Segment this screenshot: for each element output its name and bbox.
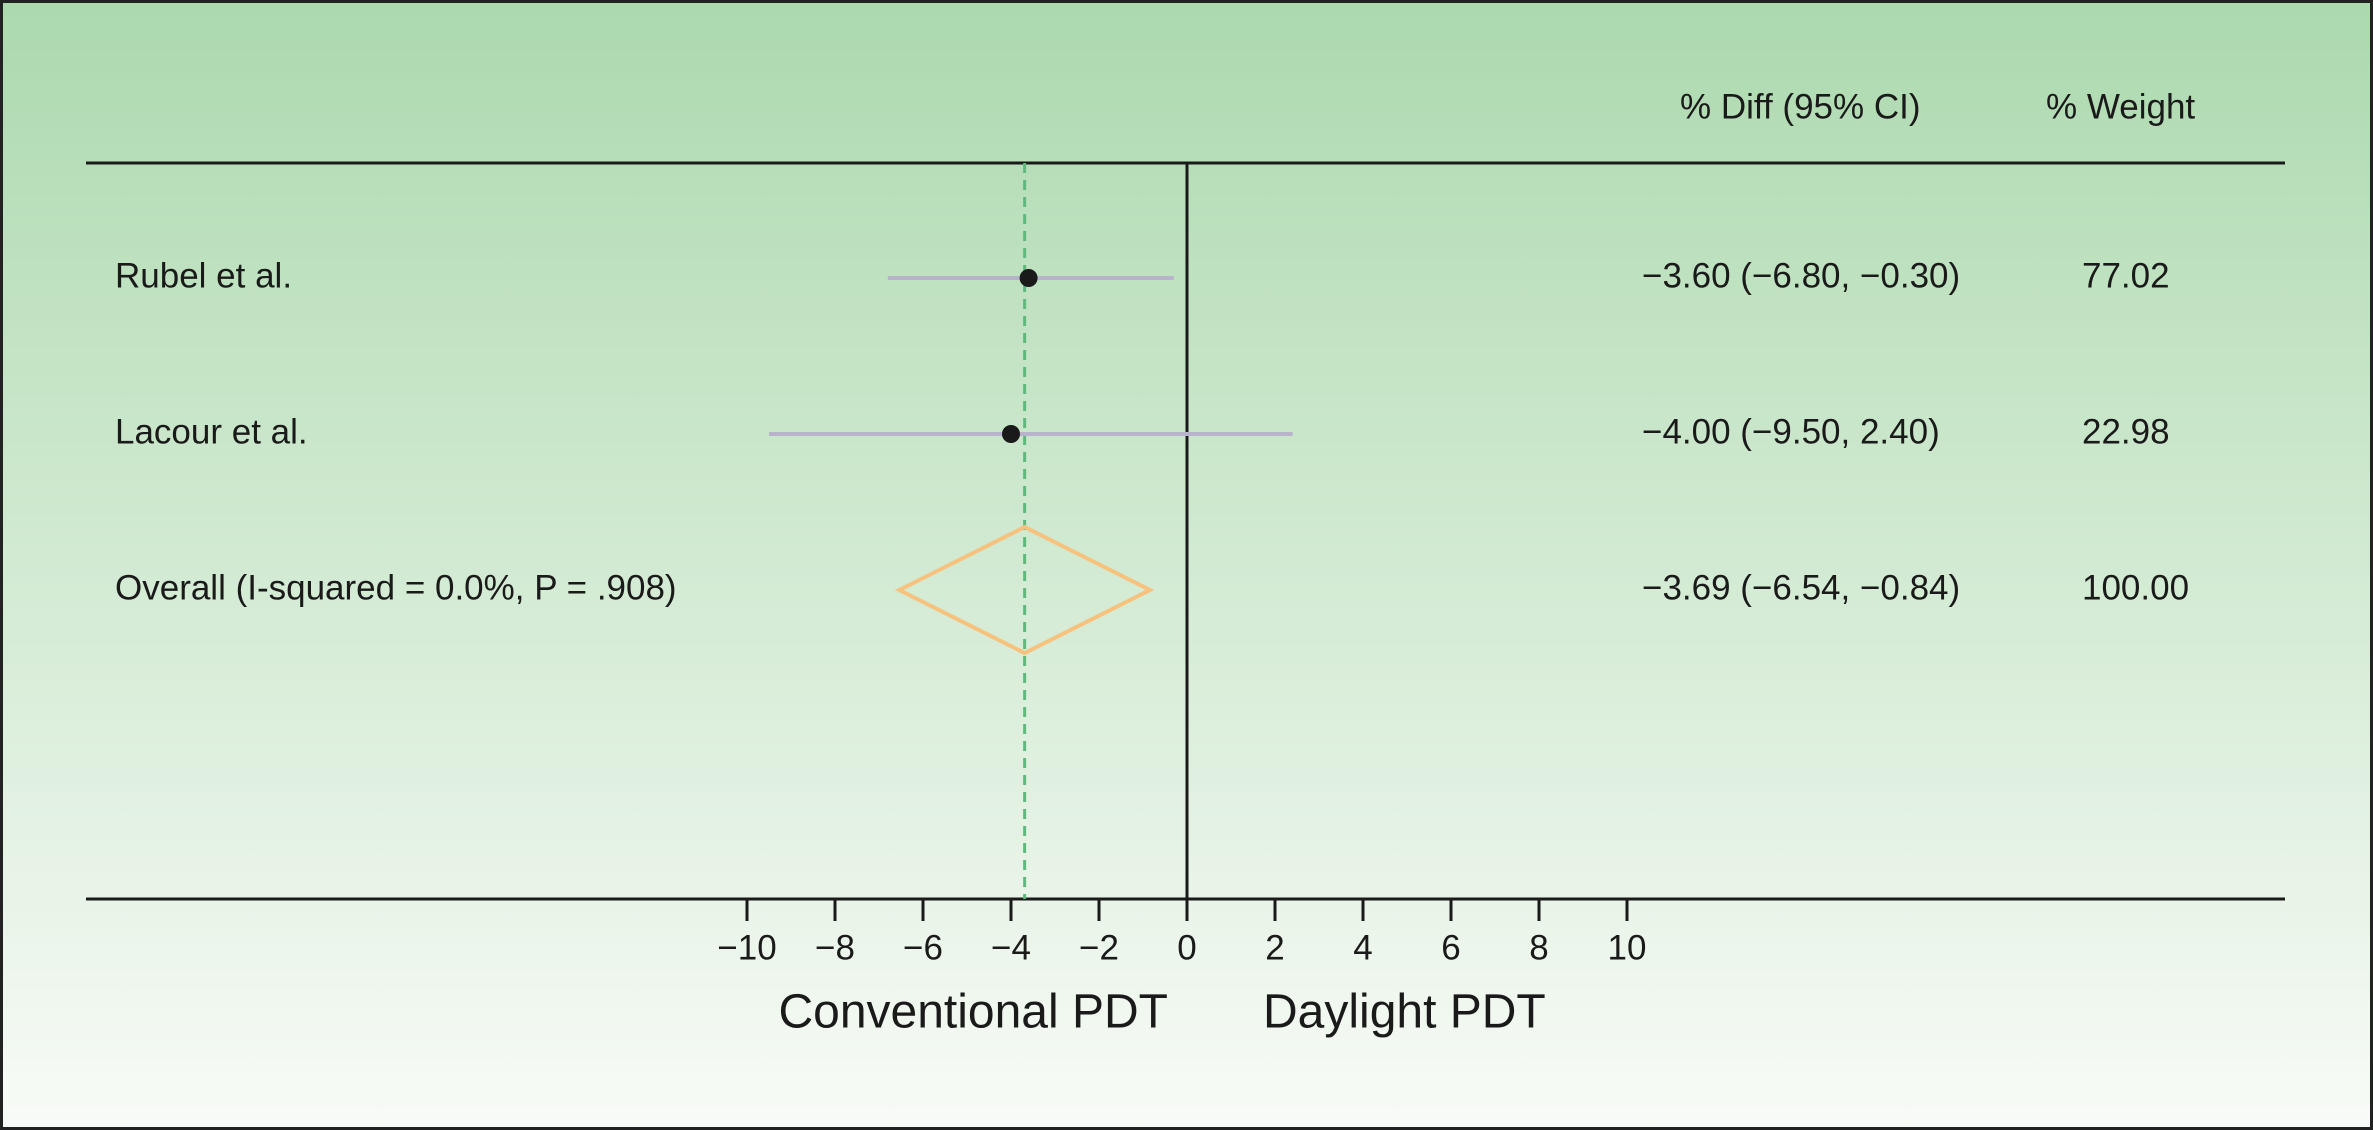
weight-label: 100.00 — [2082, 568, 2189, 607]
study-label: Lacour et al. — [115, 412, 308, 451]
weight-label: 22.98 — [2082, 412, 2170, 451]
x-tick-label: −8 — [815, 928, 855, 967]
column-header: % Diff (95% CI) — [1680, 87, 1921, 126]
estimate-label: −3.69 (−6.54, −0.84) — [1642, 568, 1960, 607]
estimate-label: −3.60 (−6.80, −0.30) — [1642, 256, 1960, 295]
overall-label: Overall (I-squared = 0.0%, P = .908) — [115, 568, 677, 607]
x-axis-label: Daylight PDT — [1263, 986, 1546, 1039]
point-estimate — [1002, 425, 1020, 443]
x-tick-label: 6 — [1441, 928, 1460, 967]
column-header: % Weight — [2046, 87, 2195, 126]
x-tick-label: 8 — [1529, 928, 1548, 967]
x-tick-label: 2 — [1265, 928, 1284, 967]
x-tick-label: 4 — [1353, 928, 1372, 967]
point-estimate — [1019, 269, 1038, 287]
x-axis-label: Conventional PDT — [778, 986, 1168, 1039]
weight-label: 77.02 — [2082, 256, 2170, 295]
x-tick-label: −6 — [903, 928, 943, 967]
x-tick-label: −10 — [717, 928, 776, 967]
summary-diamond — [894, 524, 1155, 656]
x-tick-label: 10 — [1608, 928, 1647, 967]
estimate-label: −4.00 (−9.50, 2.40) — [1642, 412, 1940, 451]
x-tick-label: 0 — [1177, 928, 1196, 967]
study-label: Rubel et al. — [115, 256, 292, 295]
x-tick-label: −4 — [991, 928, 1031, 967]
x-tick-label: −2 — [1079, 928, 1119, 967]
